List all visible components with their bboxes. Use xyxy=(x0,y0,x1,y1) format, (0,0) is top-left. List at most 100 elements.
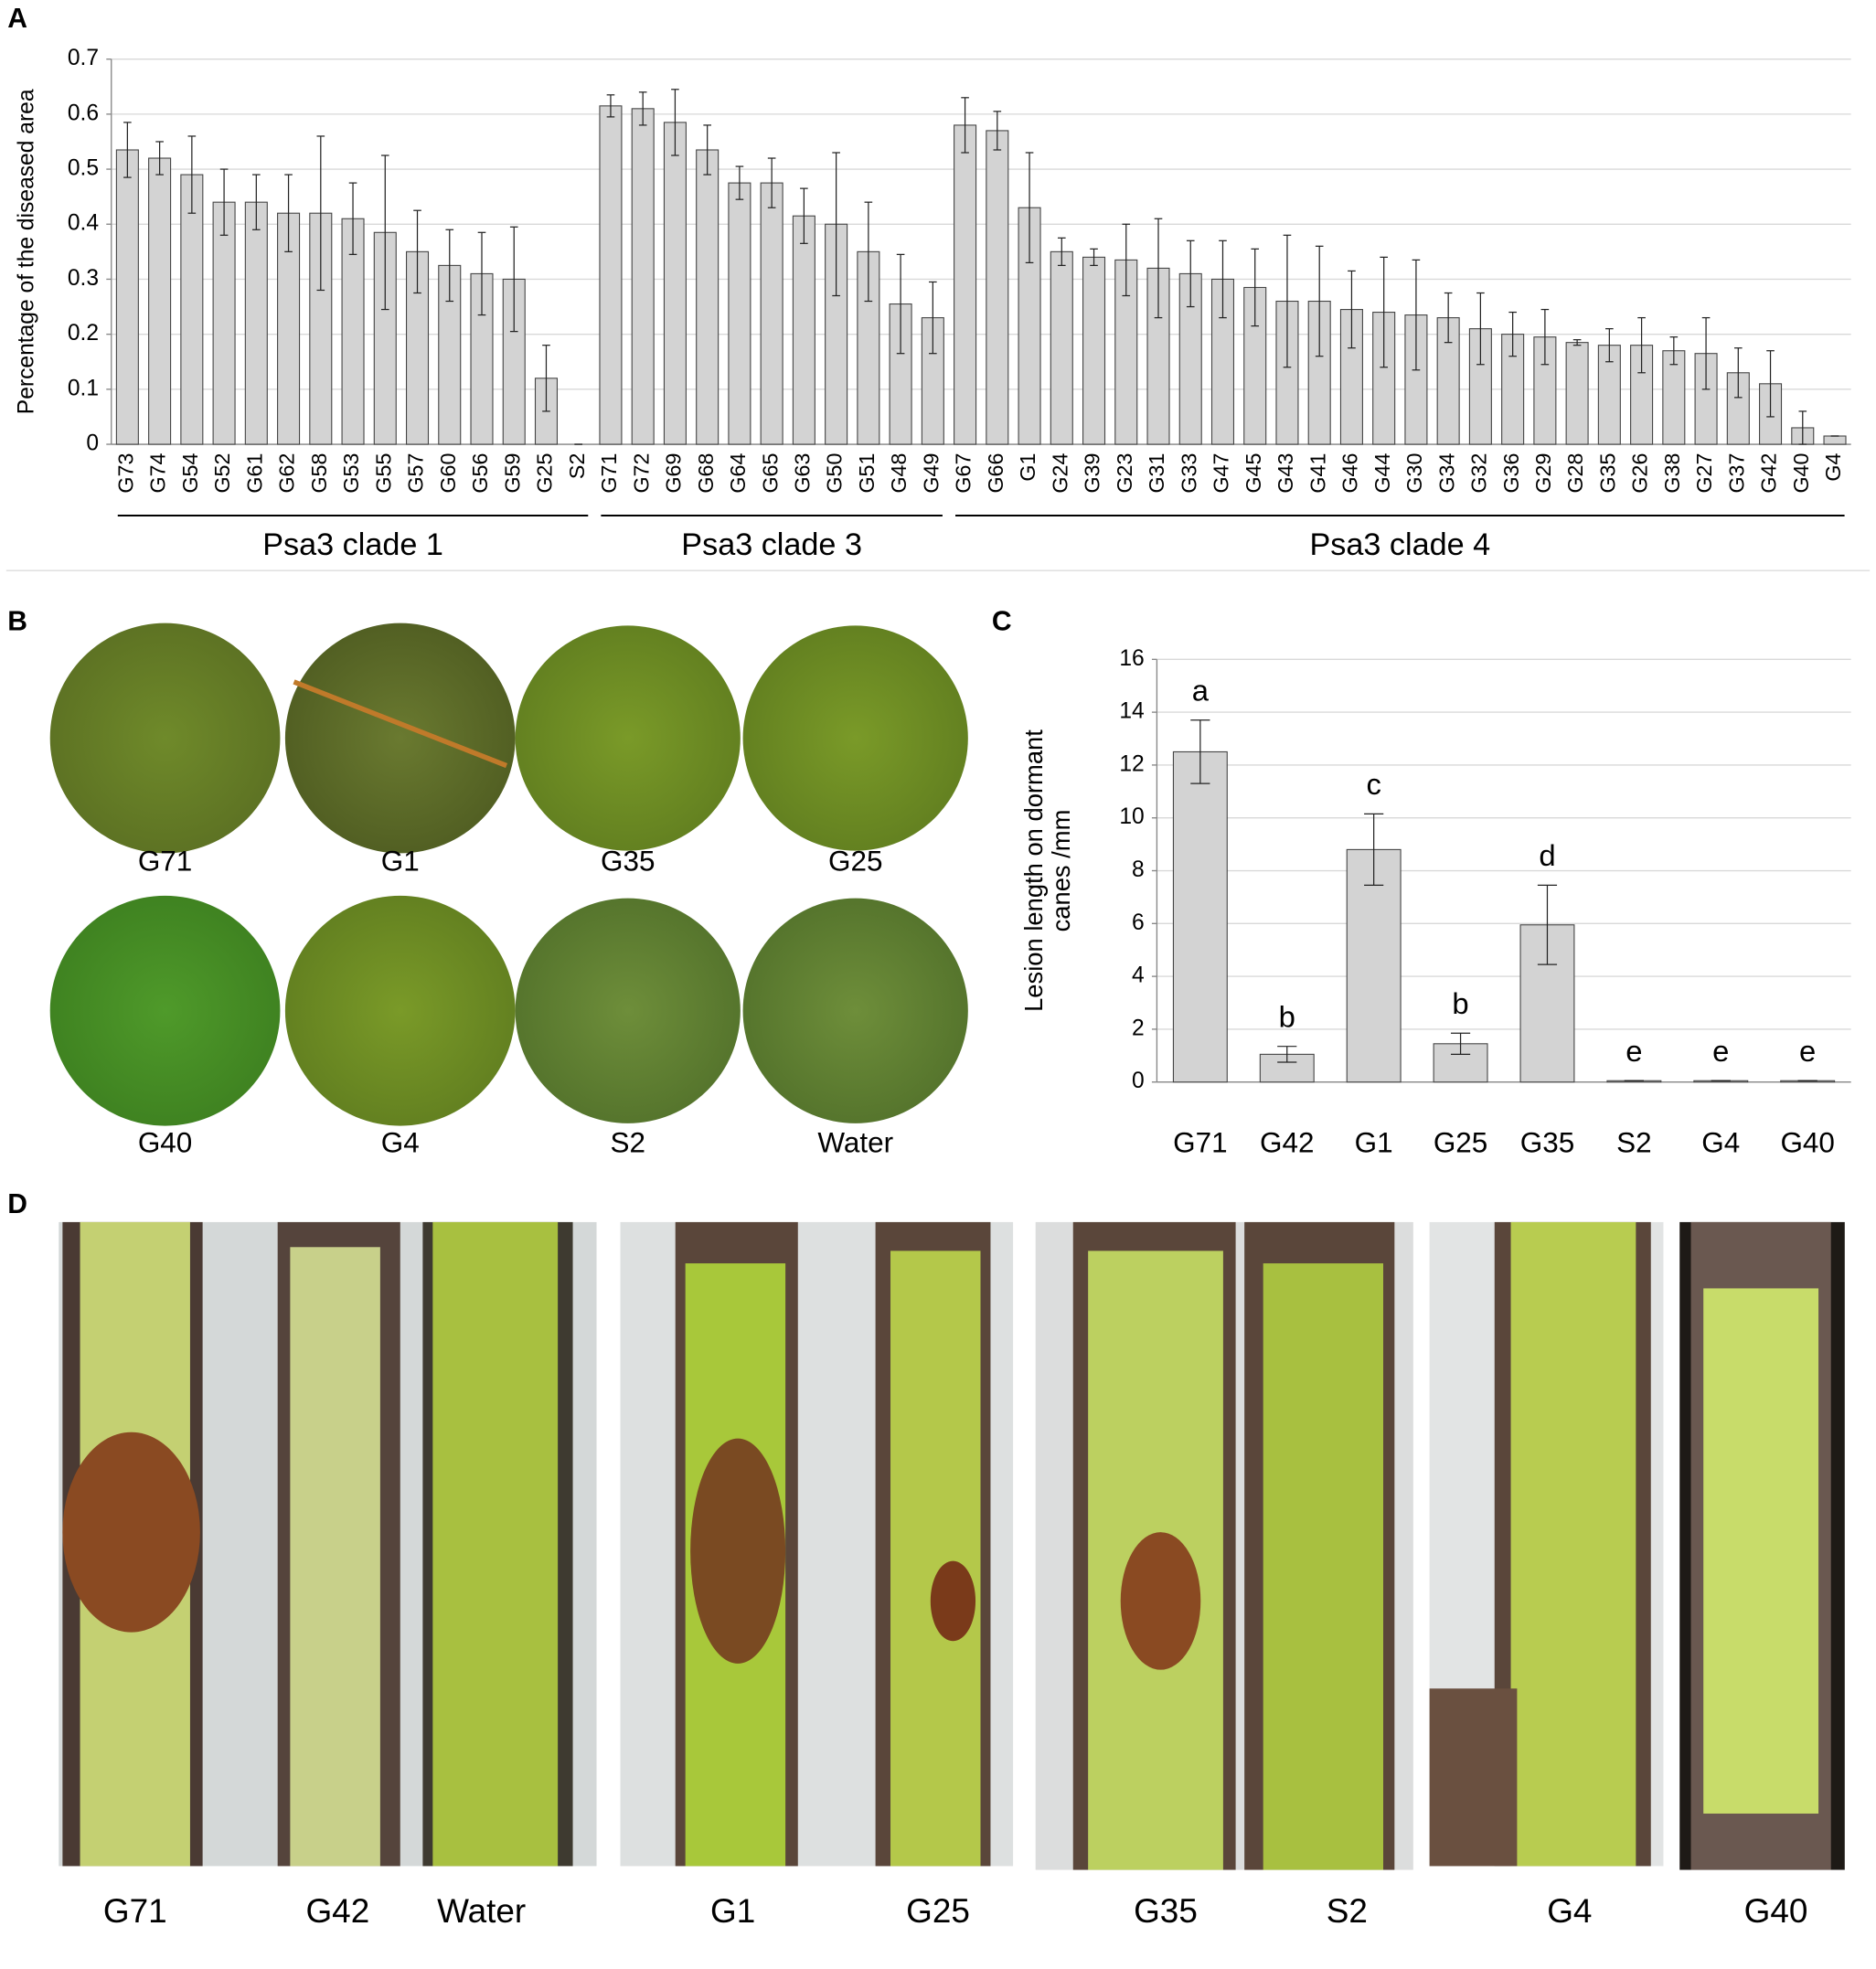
x-tick-label: G49 xyxy=(919,453,943,494)
error-bar xyxy=(123,122,132,178)
y-tick-label: 6 xyxy=(1132,910,1145,935)
error-bar xyxy=(1277,1046,1297,1063)
error-bar xyxy=(1154,218,1163,319)
leaf-disc xyxy=(49,623,281,854)
x-tick-label: G33 xyxy=(1177,453,1200,494)
error-bar xyxy=(1669,336,1679,366)
bar xyxy=(696,149,719,445)
x-tick-label: G61 xyxy=(242,453,266,494)
error-bar xyxy=(1537,884,1558,965)
x-tick-label: G65 xyxy=(758,453,782,494)
x-tick-label: G40 xyxy=(1780,1126,1834,1158)
leaf-label: G1 xyxy=(381,846,420,878)
error-bar xyxy=(380,154,389,311)
x-tick-label: G39 xyxy=(1081,453,1104,494)
x-tick-label: G36 xyxy=(1499,453,1523,494)
error-bar xyxy=(961,97,969,154)
x-tick-label: G55 xyxy=(371,453,395,494)
error-bar xyxy=(1766,350,1775,418)
error-bar xyxy=(445,229,454,303)
leaf-vein xyxy=(293,679,508,769)
error-bar xyxy=(832,152,840,297)
error-bar xyxy=(1540,308,1550,366)
x-tick-label: G35 xyxy=(1595,453,1619,494)
x-tick-label: G25 xyxy=(1434,1126,1487,1158)
x-tick-label: G35 xyxy=(1520,1126,1574,1158)
bar xyxy=(1823,435,1847,445)
cane xyxy=(1263,1263,1384,1870)
group-label: Psa3 clade 4 xyxy=(1309,527,1490,562)
error-bar xyxy=(896,253,905,355)
group-label: Psa3 clade 3 xyxy=(681,527,862,562)
error-bar xyxy=(477,231,486,316)
cane xyxy=(890,1251,981,1867)
x-tick-label: G59 xyxy=(500,453,524,494)
x-tick-label: G51 xyxy=(855,453,879,494)
y-tick-label: 0.3 xyxy=(68,266,99,291)
y-tick-label: 0.7 xyxy=(68,46,99,70)
error-bar xyxy=(1380,256,1388,368)
error-bar xyxy=(1476,292,1485,366)
x-tick-label: S2 xyxy=(565,453,589,479)
x-tick-label: G73 xyxy=(114,453,138,494)
x-tick-label: G52 xyxy=(210,453,234,494)
lesion xyxy=(930,1560,976,1642)
lesion xyxy=(62,1432,200,1633)
error-bar xyxy=(1348,270,1356,349)
cane-label: Water xyxy=(437,1892,526,1930)
bar xyxy=(631,108,655,445)
significance-letter: b xyxy=(1279,999,1295,1033)
x-tick-label: G46 xyxy=(1338,453,1362,494)
x-tick-label: G29 xyxy=(1531,453,1555,494)
leaf-label: G35 xyxy=(601,846,655,878)
y-tick-label: 8 xyxy=(1132,857,1145,882)
x-tick-label: G47 xyxy=(1210,453,1233,494)
bar xyxy=(212,201,236,445)
y-tick-label: 4 xyxy=(1132,963,1145,988)
leaf-disc xyxy=(742,898,968,1123)
x-tick-label: G34 xyxy=(1434,453,1458,494)
x-tick-label: G58 xyxy=(307,453,331,494)
error-bar xyxy=(219,168,229,236)
bar xyxy=(986,130,1009,445)
leaf-disc xyxy=(742,625,968,851)
cane-label: G35 xyxy=(1134,1892,1198,1930)
panel-label: D xyxy=(7,1189,27,1219)
x-tick-label: G25 xyxy=(533,453,557,494)
cane-label: S2 xyxy=(1327,1892,1368,1930)
significance-letter: e xyxy=(1799,1034,1816,1068)
error-bar xyxy=(252,174,261,230)
x-tick-label: G42 xyxy=(1757,453,1781,494)
cane xyxy=(1703,1288,1819,1814)
cane-photos xyxy=(59,1221,1845,1870)
error-bar xyxy=(509,226,518,333)
x-tick-label: G44 xyxy=(1370,453,1394,494)
error-bar xyxy=(671,89,679,156)
error-bar xyxy=(993,111,1002,151)
x-tick-label: G1 xyxy=(1355,1126,1393,1158)
y-axis-title: canes /mm xyxy=(1047,810,1075,932)
error-bar xyxy=(316,135,325,292)
x-tick-label: G63 xyxy=(791,453,815,494)
error-bar xyxy=(155,141,164,176)
cane-label: G40 xyxy=(1744,1892,1808,1930)
error-bar xyxy=(1283,234,1292,368)
leaf-label: Water xyxy=(817,1126,893,1158)
bar xyxy=(244,201,268,445)
bar xyxy=(663,122,687,445)
y-tick-label: 0.1 xyxy=(68,376,99,400)
significance-letter: e xyxy=(1712,1034,1729,1068)
leaf-disc xyxy=(515,898,741,1123)
error-bar xyxy=(187,135,197,214)
bar xyxy=(1082,256,1106,445)
significance-letter: d xyxy=(1539,838,1555,872)
error-bar xyxy=(413,209,421,294)
significance-letter: c xyxy=(1366,767,1380,801)
x-tick-label: G37 xyxy=(1724,453,1748,494)
bar xyxy=(1346,848,1402,1083)
x-tick-label: G50 xyxy=(823,453,847,494)
leaf-label: S2 xyxy=(610,1126,645,1158)
y-tick-label: 0 xyxy=(1132,1069,1145,1093)
y-tick-label: 0.5 xyxy=(68,156,99,181)
